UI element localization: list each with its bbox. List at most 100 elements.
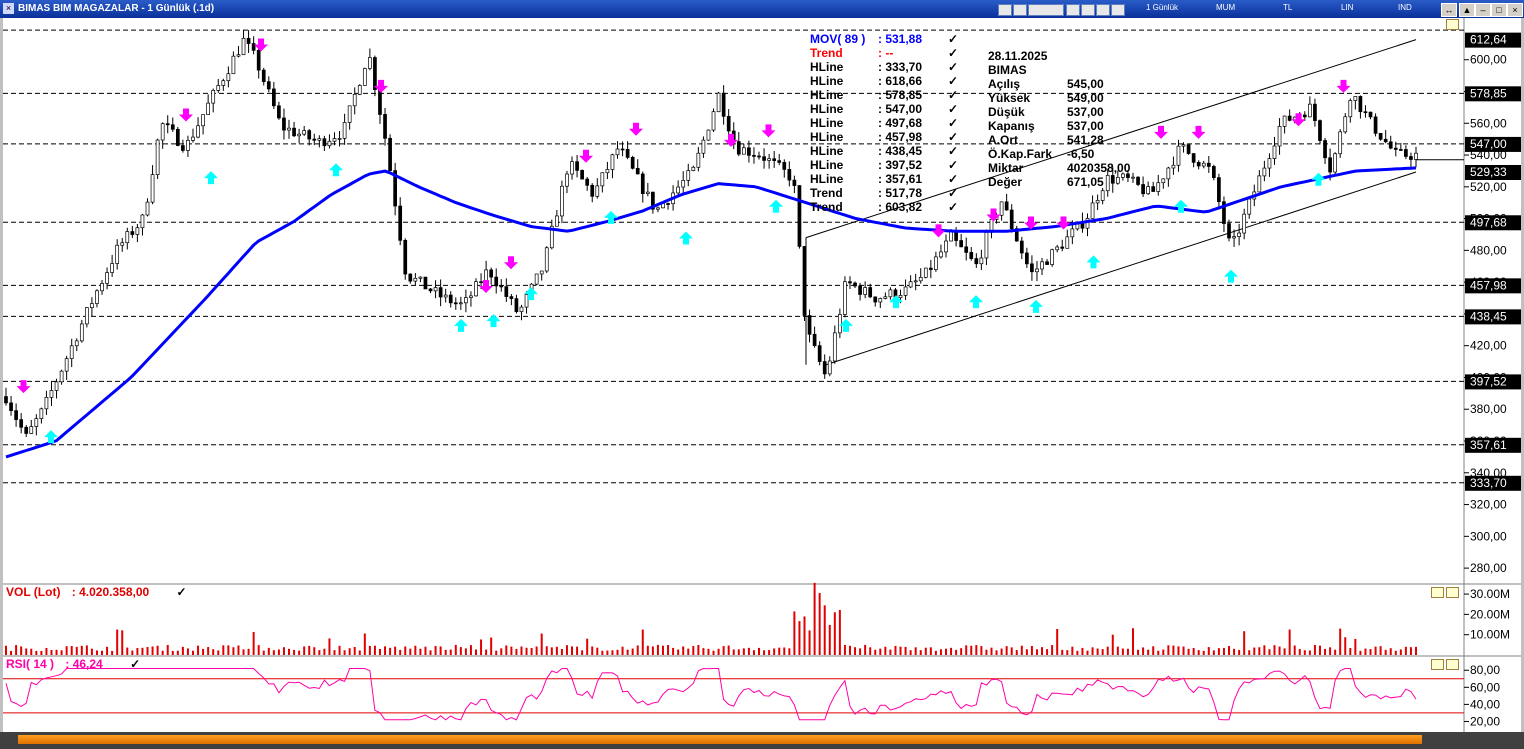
candle-body	[256, 49, 261, 71]
panel-menu-icon[interactable]	[1431, 587, 1444, 598]
candle-body	[312, 138, 317, 141]
panel-menu-icon[interactable]	[1446, 659, 1459, 670]
formula-icon[interactable]	[1028, 4, 1064, 16]
table-icon[interactable]	[1081, 4, 1095, 16]
candle-body	[1030, 263, 1034, 273]
volume-bar	[454, 644, 457, 655]
volume-bar	[530, 648, 533, 655]
panel-menu-icon[interactable]	[1431, 659, 1444, 670]
check-icon[interactable]: ✓	[948, 172, 959, 186]
volume-bar	[121, 630, 124, 655]
price-label-box	[1465, 86, 1521, 102]
horizontal-scrollbar-thumb[interactable]	[18, 735, 1422, 744]
check-icon[interactable]: ✓	[176, 585, 187, 599]
legend-name: HLine	[810, 158, 844, 172]
volume-bar	[1278, 646, 1281, 655]
info-value: 549,00	[1067, 91, 1104, 105]
check-icon[interactable]: ✓	[948, 116, 959, 130]
volume-bar	[1263, 645, 1266, 655]
candle-body	[600, 172, 605, 187]
volume-bar	[520, 646, 523, 655]
check-icon[interactable]: ✓	[948, 46, 959, 60]
volume-bar	[929, 647, 932, 655]
volume-bar	[1167, 645, 1170, 655]
close-icon[interactable]: ×	[1507, 3, 1523, 17]
panel-menu-icon[interactable]	[1446, 587, 1459, 598]
panel-menu-icon[interactable]	[1446, 19, 1459, 30]
candle-body	[1181, 144, 1186, 147]
volume-bar	[242, 649, 245, 655]
candle-body	[125, 231, 130, 244]
volume-bar	[763, 650, 766, 655]
volume-bar	[1293, 645, 1296, 655]
window-menu-icon[interactable]: ×	[3, 3, 14, 14]
volume-bar	[833, 612, 836, 655]
check-icon[interactable]: ✓	[948, 88, 959, 102]
check-icon[interactable]: ✓	[948, 32, 959, 46]
sell-arrow-icon	[931, 224, 946, 238]
candle-body	[620, 148, 625, 151]
grid-icon[interactable]	[1066, 4, 1080, 16]
period-button[interactable]: 1 Günlük	[1146, 3, 1179, 12]
candle-body	[494, 276, 499, 287]
check-icon[interactable]: ✓	[948, 74, 959, 88]
check-icon[interactable]: ✓	[948, 186, 959, 200]
scale-button[interactable]: LIN	[1341, 3, 1354, 12]
restore-icon[interactable]: ▲	[1459, 3, 1475, 17]
candle-body	[1388, 141, 1393, 149]
check-icon[interactable]: ✓	[948, 144, 959, 158]
check-icon[interactable]: ✓	[948, 200, 959, 214]
legend-name: Trend	[810, 46, 843, 60]
check-icon[interactable]: ✓	[948, 130, 959, 144]
volume-bar	[591, 646, 594, 655]
volume-bar	[596, 647, 599, 655]
check-icon[interactable]: ✓	[948, 102, 959, 116]
info-label: Yüksek	[988, 91, 1031, 105]
volume-bar	[955, 649, 958, 655]
maximize-icon[interactable]: □	[1491, 3, 1507, 17]
volume-bar	[1202, 650, 1205, 655]
candle-body	[458, 302, 463, 305]
chart-type-icon[interactable]	[998, 4, 1012, 16]
draw-icon[interactable]	[1096, 4, 1110, 16]
price-level-label: 529,33	[1470, 165, 1507, 179]
candle-body	[651, 191, 655, 210]
volume-bar	[298, 650, 301, 655]
minimize-icon[interactable]: –	[1475, 3, 1491, 17]
volume-bar	[1288, 629, 1291, 655]
volume-bar	[30, 648, 33, 655]
legend-row: Trend: -- ✓	[810, 46, 958, 60]
candle-body	[1045, 261, 1049, 265]
check-icon[interactable]: ✓	[948, 60, 959, 74]
check-icon[interactable]: ✓	[130, 657, 141, 671]
candle-body	[1060, 246, 1065, 249]
volume-bar	[510, 646, 513, 655]
candle-body	[357, 85, 362, 95]
candle-button[interactable]: MUM	[1216, 3, 1236, 12]
zoom-icon[interactable]	[1013, 4, 1027, 16]
volume-tick-label: 30.00M	[1470, 587, 1510, 601]
candle-body	[812, 333, 817, 347]
sell-arrow-icon	[1191, 125, 1206, 139]
volume-bar	[606, 650, 609, 655]
pencil-icon[interactable]	[1111, 4, 1125, 16]
candle-body	[858, 285, 862, 295]
candle-body	[711, 111, 716, 131]
legend-value: : 618,66	[878, 74, 923, 88]
volume-bar	[389, 647, 392, 655]
volume-bar	[293, 649, 296, 655]
currency-button[interactable]: TL	[1283, 3, 1293, 12]
volume-bar	[1187, 648, 1190, 655]
check-icon[interactable]: ✓	[948, 158, 959, 172]
candle-body	[1115, 177, 1120, 184]
volume-bar	[702, 648, 705, 655]
tools-icon[interactable]: ↔	[1441, 3, 1457, 17]
volume-bar	[469, 645, 472, 655]
indicator-button[interactable]: IND	[1398, 3, 1412, 12]
legend-row: HLine: 357,61 ✓	[810, 172, 958, 186]
sell-arrow-icon	[1336, 79, 1351, 93]
volume-bar	[475, 649, 477, 655]
volume-bar	[353, 646, 356, 655]
candle-body	[297, 133, 301, 137]
